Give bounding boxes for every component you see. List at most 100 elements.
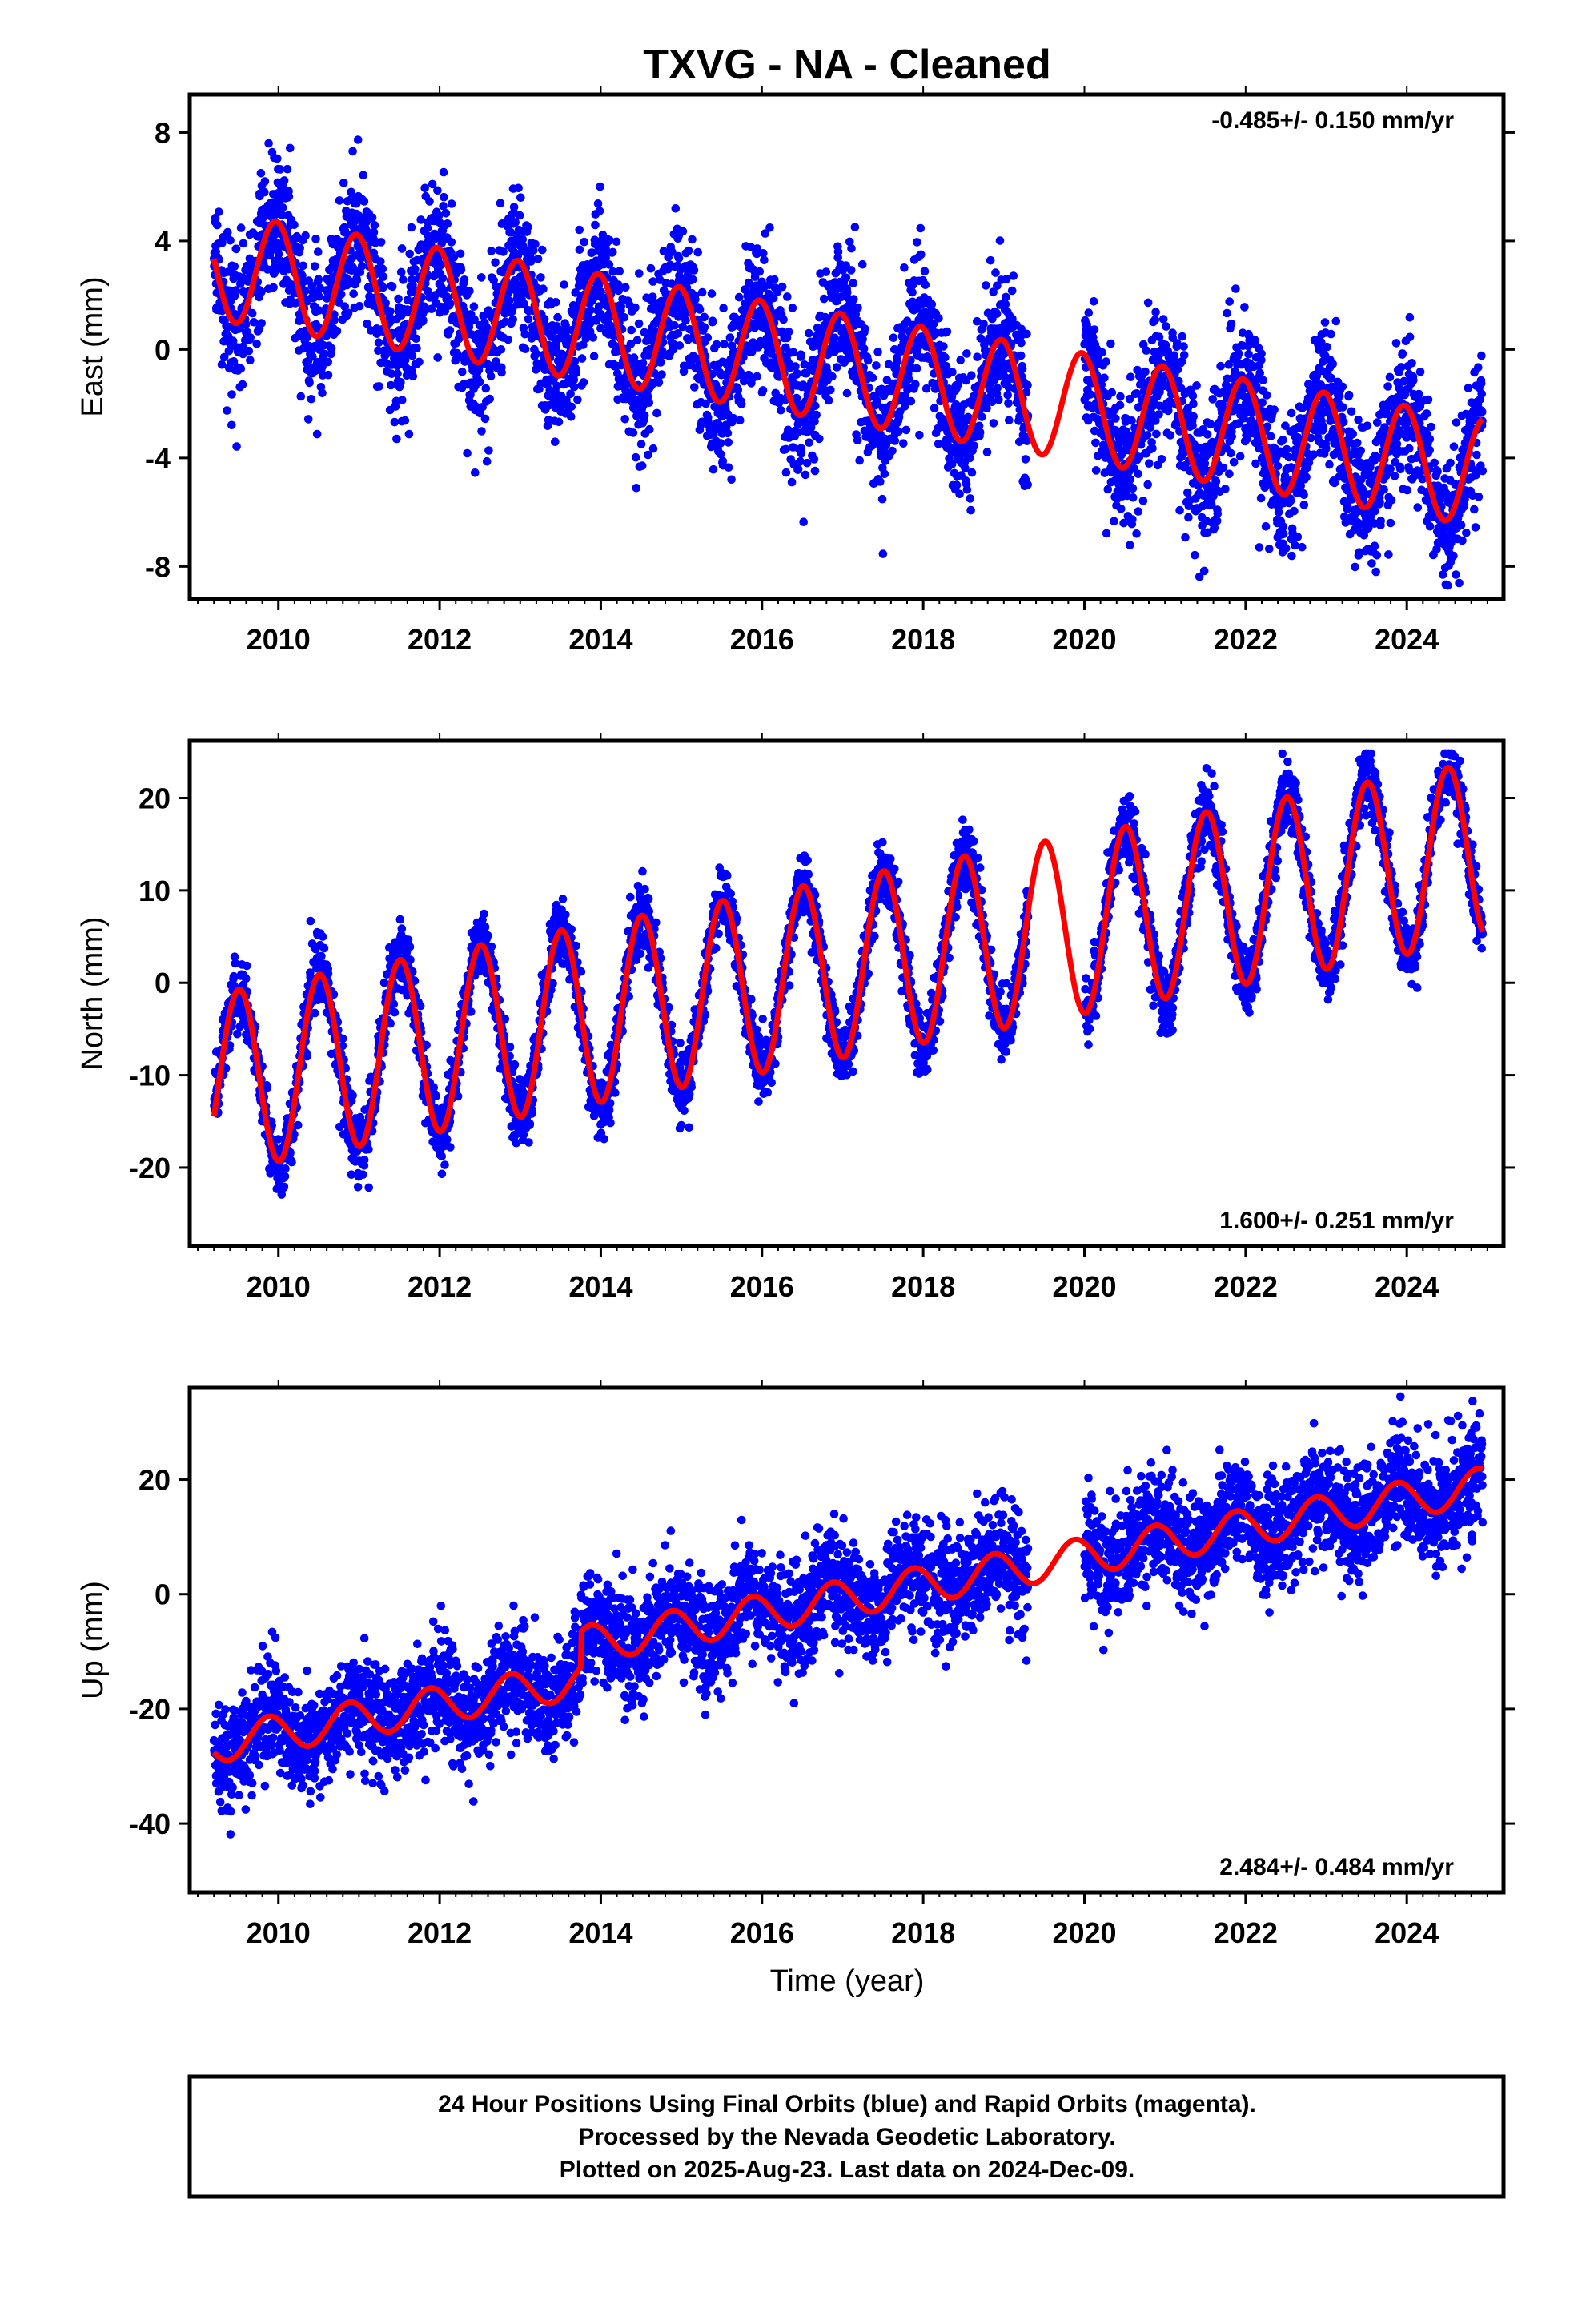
east-data-point	[1152, 429, 1161, 439]
east-data-point	[1370, 541, 1379, 550]
east-data-point	[737, 400, 746, 408]
east-data-point	[916, 223, 926, 233]
east-data-point	[967, 371, 976, 380]
east-data-point	[812, 410, 821, 420]
east-data-point	[1331, 316, 1341, 326]
east-data-point	[920, 267, 930, 276]
east-data-point	[369, 248, 379, 258]
east-data-point	[801, 470, 810, 480]
east-data-point	[339, 179, 348, 187]
east-data-point	[591, 220, 600, 230]
east-data-point	[260, 177, 270, 186]
east-data-point	[485, 394, 494, 404]
east-data-point	[1320, 318, 1330, 327]
east-data-point	[376, 238, 386, 247]
east-data-point	[567, 402, 576, 412]
east-data-point	[428, 179, 437, 189]
east-data-point	[1227, 319, 1236, 328]
east-data-point	[335, 196, 344, 205]
y-tick-label: -4	[145, 442, 171, 475]
east-data-point	[230, 262, 239, 271]
east-data-point	[1427, 422, 1435, 432]
east-data-point	[1166, 431, 1175, 440]
east-data-point	[636, 440, 646, 448]
east-data-point	[670, 321, 679, 330]
east-data-point	[303, 415, 313, 424]
east-data-point	[1003, 390, 1012, 400]
east-data-point	[496, 199, 505, 207]
east-data-point	[1386, 518, 1395, 528]
east-data-point	[379, 283, 387, 292]
east-data-point	[359, 171, 368, 179]
east-data-point	[689, 275, 697, 284]
east-data-point	[1206, 420, 1215, 429]
east-data-point	[340, 302, 350, 312]
east-data-point	[504, 335, 512, 344]
east-data-point	[608, 331, 618, 340]
east-data-point	[433, 353, 442, 362]
east-data-point	[1298, 542, 1307, 552]
east-data-point	[1257, 349, 1266, 358]
east-data-point	[491, 258, 500, 267]
east-data-point	[787, 477, 797, 487]
east-data-point	[901, 425, 911, 435]
east-data-point	[678, 227, 688, 236]
east-data-point	[411, 264, 420, 274]
east-data-point	[1227, 448, 1235, 458]
east-data-point	[1102, 357, 1110, 366]
east-data-point	[518, 235, 528, 244]
east-data-point	[821, 267, 831, 276]
east-data-point	[393, 369, 402, 378]
east-data-point	[724, 463, 733, 472]
east-data-point	[227, 420, 236, 430]
east-data-point	[801, 368, 811, 378]
east-data-point	[1413, 503, 1423, 512]
east-rate-label: -0.485+/- 0.150 mm/yr	[1211, 107, 1454, 134]
east-data-point	[539, 284, 548, 294]
x-tick-label: 2016	[730, 623, 794, 656]
east-data-point	[784, 328, 793, 336]
east-data-point	[701, 399, 710, 408]
east-data-point	[906, 396, 916, 406]
east-data-point	[688, 235, 697, 244]
east-data-point	[755, 267, 765, 276]
east-data-point	[689, 266, 699, 275]
east-data-point	[256, 169, 266, 178]
east-data-point	[1390, 472, 1399, 480]
panels: 2010 2012 2014 2016 2018 2020 2022 2024-8-4048E…	[76, 86, 1515, 1949]
east-data-point	[554, 417, 564, 427]
east-data-point	[267, 245, 277, 255]
east-data-point	[644, 450, 652, 460]
east-data-point	[1471, 523, 1480, 532]
east-data-point	[793, 369, 801, 378]
east-data-point	[797, 449, 806, 458]
east-data-point	[579, 340, 588, 349]
east-data-point	[880, 469, 889, 479]
east-data-point	[295, 243, 305, 253]
east-data-point	[241, 320, 251, 329]
east-data-point	[820, 294, 829, 304]
east-data-point	[809, 455, 819, 464]
east-data-point	[1353, 438, 1362, 448]
east-data-point	[566, 412, 576, 421]
east-data-point	[1281, 544, 1291, 553]
east-data-point	[815, 434, 824, 444]
east-data-point	[1449, 442, 1459, 451]
east-data-point	[991, 268, 1000, 277]
east-data-point	[1102, 529, 1111, 538]
east-data-point	[509, 203, 519, 211]
east-data-point	[570, 357, 580, 366]
east-data-point	[570, 382, 579, 392]
east-data-point	[1191, 550, 1199, 560]
east-data-point	[363, 320, 371, 328]
east-data-point	[394, 294, 403, 304]
east-data-point	[396, 267, 406, 277]
east-data-point	[994, 395, 1003, 404]
east-data-point	[433, 186, 442, 195]
east-data-point	[1286, 496, 1295, 505]
east-data-point	[1007, 286, 1017, 296]
east-data-point	[447, 238, 456, 247]
east-data-point	[646, 263, 656, 273]
east-data-point	[318, 388, 327, 398]
east-data-point	[915, 430, 924, 440]
